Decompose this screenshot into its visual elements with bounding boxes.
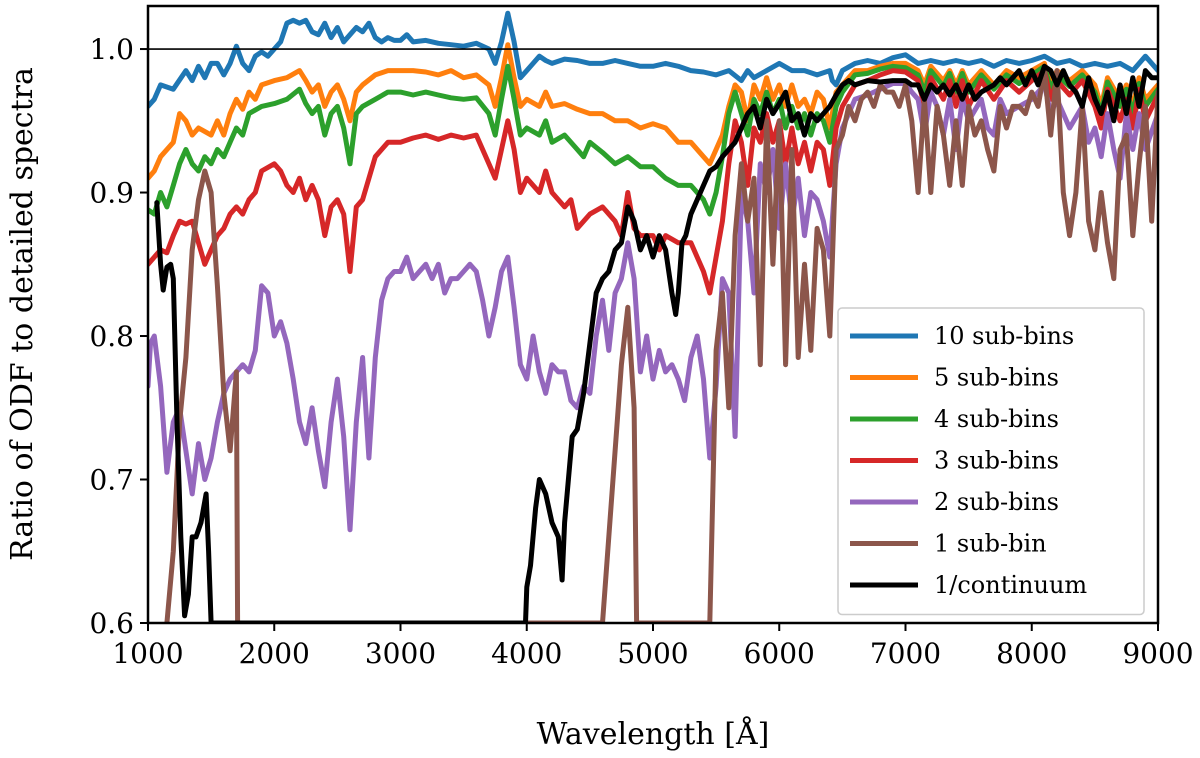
x-tick-label: 8000: [996, 637, 1067, 670]
y-tick-label: 0.8: [89, 320, 134, 353]
legend: 10 sub-bins 5 sub-bins 4 sub-bins 3 sub-bin…: [837, 307, 1145, 616]
series-line-2: [148, 63, 1158, 217]
legend-label: 3 sub-bins: [934, 447, 1059, 475]
x-tick-label: 9000: [1122, 637, 1193, 670]
legend-label: 4 sub-bins: [934, 405, 1059, 433]
legend-label: 1 sub-bin: [934, 530, 1047, 558]
x-tick-label: 3000: [365, 637, 436, 670]
series-line-6: [154, 63, 1158, 623]
x-tick-label: 7000: [870, 637, 941, 670]
y-tick-label: 0.7: [89, 464, 134, 497]
x-axis-label: Wavelength [Å]: [537, 716, 770, 752]
y-axis: 0.6 0.7 0.8 0.9 1.0: [89, 33, 148, 640]
series-line-0: [148, 10, 1158, 109]
x-tick-label: 6000: [744, 637, 815, 670]
y-tick-label: 0.6: [89, 607, 134, 640]
series-layer: [148, 10, 1158, 623]
x-tick-label: 1000: [112, 637, 183, 670]
y-axis-label: Ratio of ODF to detailed spectra: [5, 67, 40, 561]
series-line-5: [164, 68, 1158, 623]
x-tick-label: 4000: [491, 637, 562, 670]
legend-label: 2 sub-bins: [934, 488, 1059, 516]
legend-frame: [837, 307, 1145, 616]
x-axis: 1000 2000 3000 4000 5000 6000 7000 8000 9000: [112, 623, 1194, 670]
series-line-3: [148, 68, 1158, 296]
y-tick-label: 0.9: [89, 177, 134, 210]
legend-label: 10 sub-bins: [934, 322, 1074, 350]
legend-label: 1/continuum: [934, 571, 1087, 599]
x-tick-label: 2000: [239, 637, 310, 670]
x-tick-label: 5000: [617, 637, 688, 670]
legend-label: 5 sub-bins: [934, 364, 1059, 392]
y-tick-label: 1.0: [89, 33, 134, 66]
